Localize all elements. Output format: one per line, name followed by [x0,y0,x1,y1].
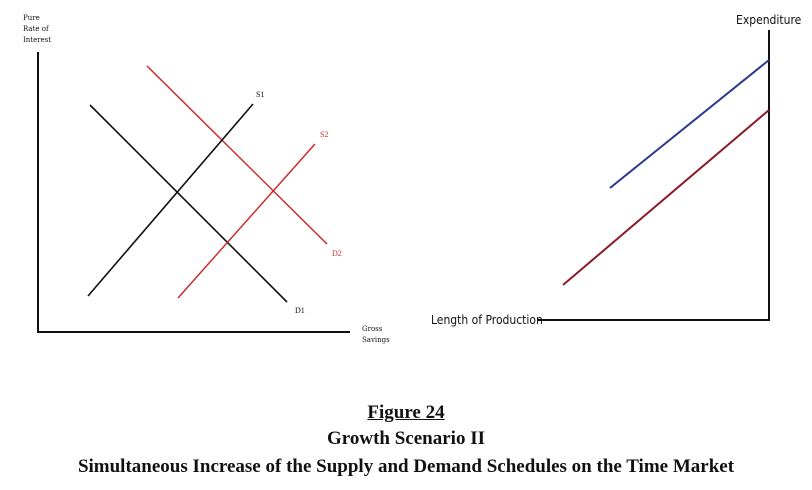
right-y-axis-label: Expenditure [736,13,802,27]
curve-s2 [177,143,316,299]
expenditure-line-upper [609,59,770,189]
left-diagram: Pure Rate of Interest Gross Savings S1 S… [23,14,390,344]
curve-d1-label: D1 [295,306,305,315]
left-y-axis-label-3: Interest [23,36,51,44]
curve-d1 [89,104,288,303]
curve-s1-label: S1 [256,90,264,99]
curve-d2-label: D2 [332,249,342,258]
expenditure-line-lower [562,109,770,286]
left-y-axis-label-1: Pure [23,14,40,22]
curve-s1 [87,103,254,297]
figure-subtitle: Growth Scenario II [327,428,485,449]
left-x-axis-label-1: Gross [362,325,383,333]
left-x-axis-label-2: Savings [362,336,390,344]
right-x-axis-label: Length of Production [431,313,543,327]
curve-d2 [146,65,328,245]
right-diagram: Expenditure Length of Production [431,13,802,327]
curve-s2-label: S2 [320,130,328,139]
figure-title: Simultaneous Increase of the Supply and … [77,456,735,477]
left-y-axis-label-2: Rate of [23,25,50,33]
figure-number: Figure 24 [367,402,445,423]
